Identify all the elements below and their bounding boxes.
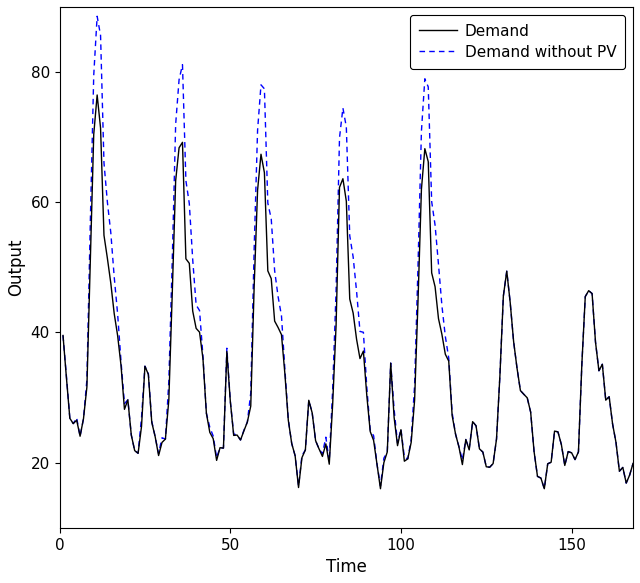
Demand bbox=[629, 460, 637, 467]
Demand without PV bbox=[540, 485, 548, 492]
Demand bbox=[59, 332, 67, 339]
Demand bbox=[520, 391, 527, 398]
Y-axis label: Output: Output bbox=[7, 238, 25, 296]
Demand bbox=[390, 414, 398, 421]
Demand bbox=[257, 151, 265, 158]
Demand bbox=[376, 485, 384, 492]
Demand without PV bbox=[227, 397, 234, 404]
Demand without PV bbox=[59, 332, 67, 339]
Demand without PV bbox=[257, 82, 265, 89]
Demand bbox=[401, 458, 408, 465]
Legend: Demand, Demand without PV: Demand, Demand without PV bbox=[410, 15, 625, 69]
Demand bbox=[227, 397, 234, 404]
Demand without PV bbox=[516, 387, 524, 394]
Demand without PV bbox=[165, 378, 173, 385]
Line: Demand: Demand bbox=[63, 95, 633, 489]
Demand bbox=[165, 396, 173, 403]
Demand without PV bbox=[397, 426, 404, 433]
Line: Demand without PV: Demand without PV bbox=[63, 16, 633, 489]
Demand without PV bbox=[387, 360, 394, 367]
Demand bbox=[93, 92, 101, 99]
Demand without PV bbox=[93, 13, 101, 20]
X-axis label: Time: Time bbox=[326, 558, 367, 576]
Demand without PV bbox=[629, 460, 637, 467]
